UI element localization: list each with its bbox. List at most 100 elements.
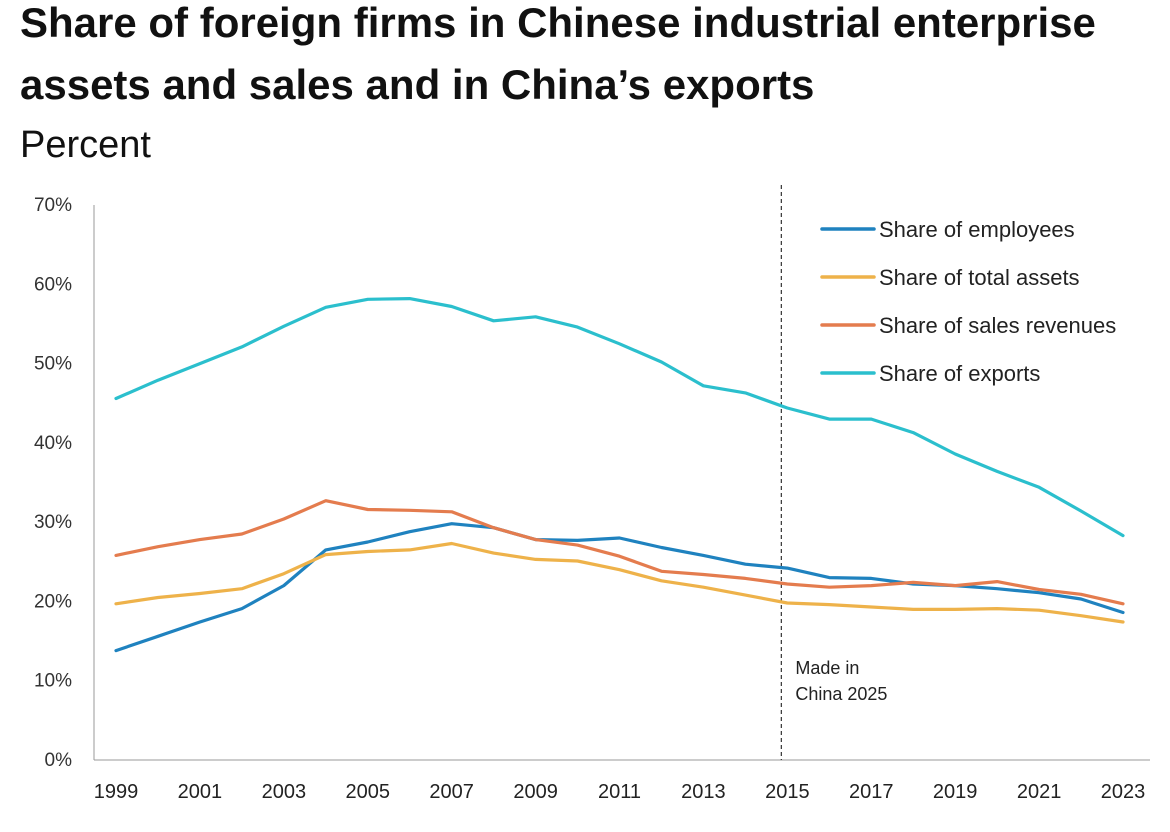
data-point-share-of-exports xyxy=(954,452,957,455)
x-tick-label: 2003 xyxy=(262,781,307,803)
data-point-share-of-total-assets xyxy=(1038,609,1041,612)
data-point-share-of-sales-revenues xyxy=(912,581,915,584)
data-point-share-of-sales-revenues xyxy=(366,508,369,511)
data-point-share-of-exports xyxy=(912,431,915,434)
data-point-share-of-sales-revenues xyxy=(744,577,747,580)
data-point-share-of-total-assets xyxy=(954,608,957,611)
series-lines xyxy=(114,297,1125,653)
data-point-share-of-total-assets xyxy=(492,552,495,555)
data-point-share-of-employees xyxy=(786,567,789,570)
annotation-label: China 2025 xyxy=(795,684,887,704)
data-point-share-of-employees xyxy=(744,563,747,566)
series-line-share-of-employees xyxy=(114,522,1125,653)
data-point-share-of-exports xyxy=(450,305,453,308)
data-point-share-of-exports xyxy=(996,470,999,473)
data-point-share-of-exports xyxy=(744,391,747,394)
data-point-share-of-sales-revenues xyxy=(828,586,831,589)
y-axis-ticks: 0% 10% 20% 30% 40% 50% 60% 70% xyxy=(34,195,72,771)
data-point-share-of-total-assets xyxy=(702,586,705,589)
x-tick-label: 2005 xyxy=(346,781,391,803)
data-point-share-of-sales-revenues xyxy=(1038,588,1041,591)
data-point-share-of-exports xyxy=(324,306,327,309)
data-point-share-of-total-assets xyxy=(912,608,915,611)
data-point-share-of-exports xyxy=(198,362,201,365)
data-point-share-of-employees xyxy=(702,554,705,557)
data-point-share-of-employees xyxy=(324,548,327,551)
data-point-share-of-employees xyxy=(870,577,873,580)
data-point-share-of-employees xyxy=(240,607,243,610)
y-tick-label: 30% xyxy=(34,512,72,533)
data-point-share-of-sales-revenues xyxy=(534,538,537,541)
data-point-share-of-employees xyxy=(282,584,285,587)
data-point-share-of-total-assets xyxy=(450,542,453,545)
data-point-share-of-employees xyxy=(618,536,621,539)
data-point-share-of-sales-revenues xyxy=(702,573,705,576)
data-point-share-of-sales-revenues xyxy=(492,526,495,529)
data-point-share-of-exports xyxy=(282,325,285,328)
data-point-share-of-total-assets xyxy=(618,568,621,571)
x-tick-label: 2019 xyxy=(933,781,978,803)
data-point-share-of-sales-revenues xyxy=(240,532,243,535)
data-point-share-of-sales-revenues xyxy=(156,545,159,548)
data-point-share-of-exports xyxy=(366,298,369,301)
x-tick-label: 2021 xyxy=(1017,781,1062,803)
data-point-share-of-total-assets xyxy=(366,550,369,553)
data-point-share-of-total-assets xyxy=(282,572,285,575)
data-point-share-of-employees xyxy=(114,649,117,652)
data-point-share-of-employees xyxy=(156,635,159,638)
data-point-share-of-employees xyxy=(996,587,999,590)
data-point-share-of-total-assets xyxy=(408,548,411,551)
data-point-share-of-exports xyxy=(870,418,873,421)
data-point-share-of-total-assets xyxy=(1079,614,1082,617)
data-point-share-of-total-assets xyxy=(576,559,579,562)
legend-label: Share of total assets xyxy=(879,265,1080,290)
data-point-share-of-employees xyxy=(828,576,831,579)
chart-legend: Share of employees Share of total assets S… xyxy=(820,217,1116,386)
data-point-share-of-sales-revenues xyxy=(1121,602,1124,605)
data-point-share-of-sales-revenues xyxy=(576,544,579,547)
data-point-share-of-total-assets xyxy=(786,601,789,604)
data-point-share-of-total-assets xyxy=(870,605,873,608)
data-point-share-of-total-assets xyxy=(240,587,243,590)
data-point-share-of-sales-revenues xyxy=(660,570,663,573)
series-line-share-of-sales-revenues xyxy=(114,499,1125,606)
data-point-share-of-exports xyxy=(576,326,579,329)
x-tick-label: 2001 xyxy=(178,781,223,803)
data-point-share-of-employees xyxy=(450,522,453,525)
data-point-share-of-employees xyxy=(198,620,201,623)
x-tick-label: 2007 xyxy=(429,781,474,803)
data-point-share-of-total-assets xyxy=(114,602,117,605)
data-point-share-of-sales-revenues xyxy=(954,584,957,587)
y-tick-label: 20% xyxy=(34,591,72,612)
y-tick-label: 40% xyxy=(34,433,72,454)
y-tick-label: 10% xyxy=(34,671,72,692)
data-point-share-of-sales-revenues xyxy=(996,580,999,583)
legend-label: Share of sales revenues xyxy=(879,313,1116,338)
data-point-share-of-sales-revenues xyxy=(324,499,327,502)
data-point-share-of-exports xyxy=(786,406,789,409)
annotation-label: Made in xyxy=(795,658,859,678)
data-point-share-of-exports xyxy=(240,345,243,348)
data-point-share-of-employees xyxy=(408,530,411,533)
data-point-share-of-sales-revenues xyxy=(618,555,621,558)
y-tick-label: 70% xyxy=(34,195,72,216)
series-line-share-of-exports xyxy=(114,297,1125,538)
x-axis-ticks: 1999 2001 2003 2005 2007 2009 2011 2013 2015 2017… xyxy=(94,781,1146,803)
data-point-share-of-sales-revenues xyxy=(198,538,201,541)
data-point-share-of-total-assets xyxy=(324,553,327,556)
data-point-share-of-sales-revenues xyxy=(282,517,285,520)
data-point-share-of-employees xyxy=(1038,591,1041,594)
data-point-share-of-sales-revenues xyxy=(114,554,117,557)
data-point-share-of-exports xyxy=(1079,509,1082,512)
data-point-share-of-total-assets xyxy=(744,594,747,597)
data-point-share-of-total-assets xyxy=(156,596,159,599)
x-tick-label: 2015 xyxy=(765,781,810,803)
x-tick-label: 2013 xyxy=(681,781,726,803)
data-point-share-of-employees xyxy=(660,546,663,549)
data-point-share-of-total-assets xyxy=(828,603,831,606)
chart-subtitle: Percent xyxy=(20,124,151,166)
data-point-share-of-sales-revenues xyxy=(870,584,873,587)
x-tick-label: 2017 xyxy=(849,781,894,803)
data-point-share-of-employees xyxy=(576,539,579,542)
